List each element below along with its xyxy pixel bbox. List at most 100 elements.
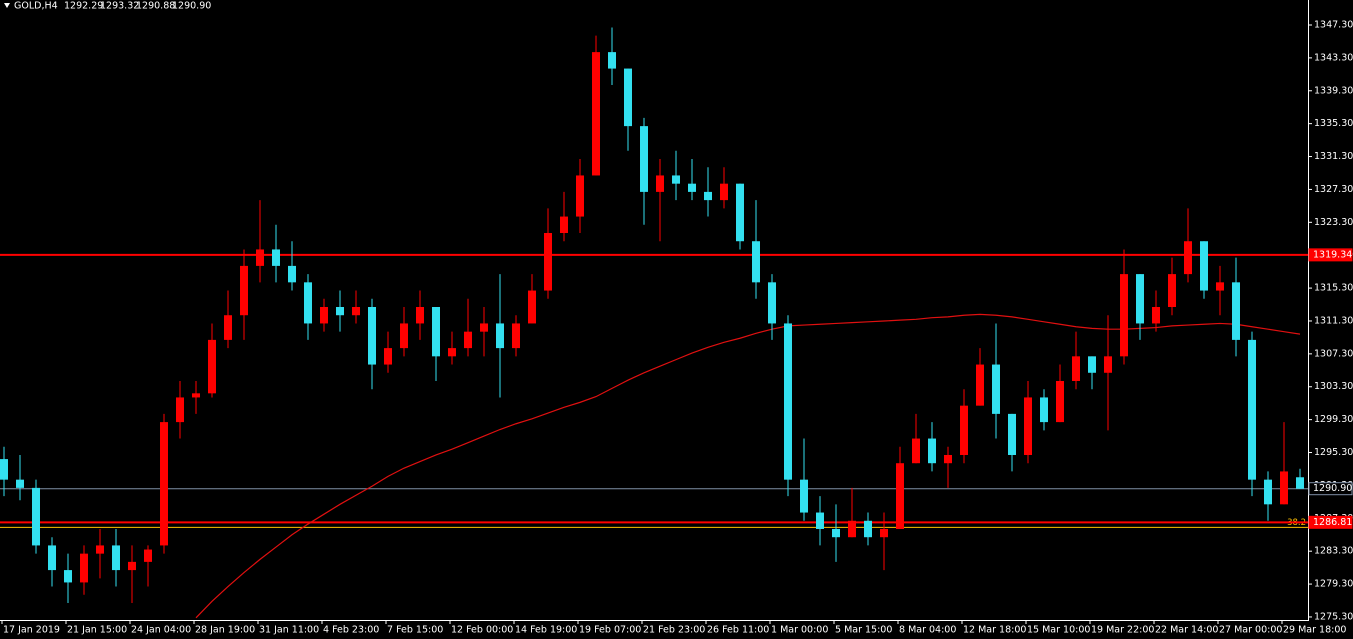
header-close: 1290.90 bbox=[172, 1, 211, 12]
y-tick-label: 1275.30 bbox=[1314, 611, 1353, 622]
candle-body bbox=[832, 528, 840, 538]
x-tick-label: 21 Jan 15:00 bbox=[67, 625, 127, 636]
candle-body bbox=[528, 290, 536, 324]
menu-arrow[interactable] bbox=[4, 3, 10, 8]
candle-body bbox=[704, 191, 712, 201]
y-tick-label: 1299.30 bbox=[1314, 414, 1353, 425]
candle-body bbox=[592, 52, 600, 176]
candle-body bbox=[16, 479, 24, 488]
candle-body bbox=[400, 323, 408, 349]
y-tick-label: 1347.30 bbox=[1314, 19, 1353, 30]
candle-body bbox=[1120, 274, 1128, 357]
candle-body bbox=[48, 545, 56, 571]
candle-body bbox=[1216, 282, 1224, 291]
y-tick-label: 1303.30 bbox=[1314, 381, 1353, 392]
candle-body bbox=[1040, 397, 1048, 423]
level-label-box bbox=[1308, 248, 1353, 262]
candle-body bbox=[736, 183, 744, 242]
x-tick-label: 1 Mar 00:00 bbox=[771, 625, 828, 636]
x-tick-label: 31 Jan 11:00 bbox=[259, 625, 319, 636]
level-label: 1286.81 bbox=[1313, 517, 1352, 528]
candle-body bbox=[672, 175, 680, 184]
candle-body bbox=[464, 331, 472, 349]
y-tick-label: 1311.30 bbox=[1314, 315, 1353, 326]
candle-body bbox=[240, 265, 248, 316]
candle-body bbox=[80, 553, 88, 583]
candle-body bbox=[784, 323, 792, 480]
y-tick-label: 1283.30 bbox=[1314, 546, 1353, 557]
candle-body bbox=[256, 249, 264, 266]
x-tick-label: 4 Feb 23:00 bbox=[323, 625, 379, 636]
y-tick-label: 1327.30 bbox=[1314, 184, 1353, 195]
symbol: GOLD,H4 bbox=[14, 1, 58, 12]
x-tick-label: 17 Jan 2019 bbox=[3, 625, 60, 636]
candle-body bbox=[384, 348, 392, 365]
x-tick-label: 21 Feb 23:00 bbox=[643, 625, 705, 636]
candle-body bbox=[976, 364, 984, 406]
candle-body bbox=[576, 175, 584, 217]
candle-body bbox=[640, 126, 648, 192]
candle-body bbox=[992, 364, 1000, 414]
x-tick-label: 29 Mar 18:00 bbox=[1283, 625, 1346, 636]
candle-body bbox=[288, 265, 296, 283]
candle-body bbox=[896, 463, 904, 529]
candle-body bbox=[1168, 274, 1176, 307]
y-tick-label: 1279.30 bbox=[1314, 579, 1353, 590]
candle-body bbox=[928, 438, 936, 464]
candle-body bbox=[272, 249, 280, 266]
candle-body bbox=[1152, 306, 1160, 324]
candle-body bbox=[352, 306, 360, 316]
candle-body bbox=[224, 315, 232, 340]
candle-body bbox=[112, 545, 120, 571]
candle-body bbox=[848, 520, 856, 538]
candle-body bbox=[176, 397, 184, 423]
candle-body bbox=[864, 520, 872, 538]
candle-body bbox=[1104, 356, 1112, 373]
candle-body bbox=[1056, 380, 1064, 423]
candle-body bbox=[688, 183, 696, 192]
candle-body bbox=[560, 216, 568, 234]
x-tick-label: 14 Feb 19:00 bbox=[515, 625, 577, 636]
x-tick-label: 7 Feb 15:00 bbox=[387, 625, 443, 636]
moving-average bbox=[195, 313, 1301, 619]
candle-body bbox=[160, 422, 168, 546]
candle-body bbox=[544, 233, 552, 291]
candle-body bbox=[1072, 356, 1080, 381]
candle-body bbox=[1232, 282, 1240, 340]
x-tick-label: 15 Mar 10:00 bbox=[1027, 625, 1090, 636]
candle-body bbox=[496, 323, 504, 349]
x-tick-label: 22 Mar 14:00 bbox=[1155, 625, 1218, 636]
x-tick-label: 26 Feb 11:00 bbox=[707, 625, 769, 636]
candle-body bbox=[128, 561, 136, 571]
candle-body bbox=[960, 405, 968, 455]
candle-body bbox=[656, 175, 664, 192]
candle-body bbox=[192, 393, 200, 398]
candle-body bbox=[1184, 241, 1192, 275]
candle-body bbox=[816, 512, 824, 529]
x-tick-label: 12 Mar 18:00 bbox=[963, 625, 1026, 636]
x-tick-label: 8 Mar 04:00 bbox=[899, 625, 956, 636]
candle-body bbox=[1264, 479, 1272, 505]
x-tick-label: 24 Jan 04:00 bbox=[131, 625, 191, 636]
x-tick-label: 19 Mar 22:00 bbox=[1091, 625, 1154, 636]
header-open: 1292.29 bbox=[64, 1, 103, 12]
header-low: 1290.88 bbox=[136, 1, 175, 12]
candle-body bbox=[416, 306, 424, 324]
y-tick-label: 1339.30 bbox=[1314, 85, 1353, 96]
candle-body bbox=[944, 454, 952, 464]
level-label: 1319.34 bbox=[1313, 249, 1352, 260]
candle-body bbox=[0, 459, 8, 480]
candle-body bbox=[768, 282, 776, 324]
candle-body bbox=[448, 348, 456, 357]
x-tick-label: 12 Feb 00:00 bbox=[451, 625, 513, 636]
x-tick-label: 19 Feb 07:00 bbox=[579, 625, 641, 636]
candle-body bbox=[1296, 477, 1304, 489]
y-tick-label: 1295.30 bbox=[1314, 447, 1353, 458]
candle-body bbox=[1200, 241, 1208, 291]
candle-body bbox=[432, 306, 440, 357]
candle-body bbox=[480, 323, 488, 332]
candle-body bbox=[1008, 413, 1016, 455]
x-tick-label: 27 Mar 00:00 bbox=[1219, 625, 1282, 636]
